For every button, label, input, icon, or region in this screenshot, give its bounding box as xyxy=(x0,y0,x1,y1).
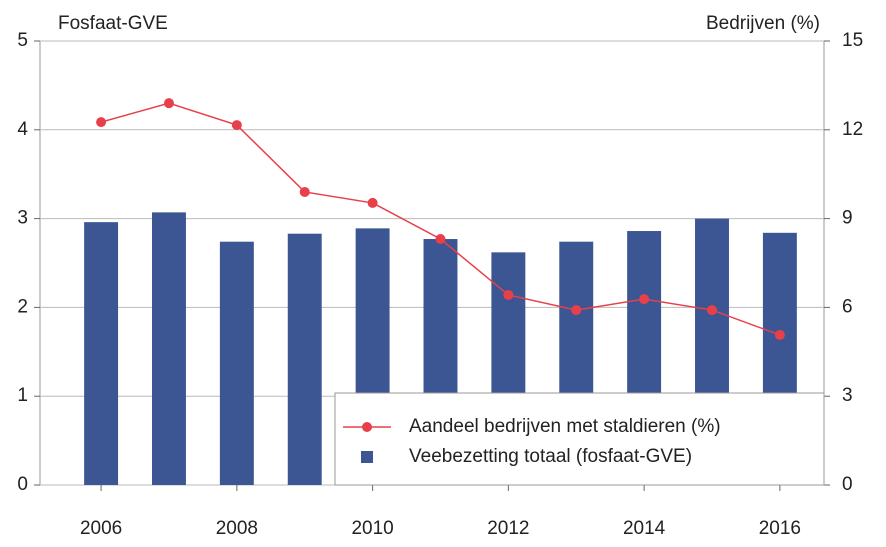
y2-tick-label: 12 xyxy=(842,119,863,140)
bar xyxy=(219,241,254,485)
line-marker xyxy=(774,329,785,340)
y-tick-label: 1 xyxy=(17,385,28,406)
legend-box xyxy=(334,392,825,486)
line-marker xyxy=(435,234,446,245)
y2-tick-label: 3 xyxy=(842,385,853,406)
line-marker xyxy=(571,305,582,316)
x-tick-label: 2008 xyxy=(216,518,258,539)
line-marker xyxy=(707,305,717,316)
y2-tick-label: 6 xyxy=(842,296,853,317)
y-tick-label: 5 xyxy=(17,30,28,51)
y-axis-label: Fosfaat-GVE xyxy=(58,13,168,34)
bar xyxy=(84,222,119,486)
legend-swatch xyxy=(361,451,373,463)
y-tick-label: 0 xyxy=(17,474,28,495)
line-marker xyxy=(367,197,378,208)
line-marker xyxy=(299,186,310,197)
x-tick-label: 2010 xyxy=(351,518,393,539)
line-marker xyxy=(96,117,107,128)
line-marker xyxy=(231,120,242,131)
y-tick-label: 3 xyxy=(17,208,28,229)
y-tick-label: 4 xyxy=(17,119,28,140)
x-tick-label: 2016 xyxy=(759,518,801,539)
bar xyxy=(287,233,322,485)
bar xyxy=(152,212,186,485)
y-tick-label: 2 xyxy=(17,296,28,317)
x-tick-label: 2006 xyxy=(80,518,122,539)
y2-axis-label: Bedrijven (%) xyxy=(706,13,820,34)
legend-marker xyxy=(362,422,372,432)
x-tick-label: 2014 xyxy=(623,518,666,539)
line-marker xyxy=(503,289,514,300)
legend-label: Veebezetting totaal (fosfaat-GVE) xyxy=(409,446,692,467)
y2-tick-label: 9 xyxy=(842,208,853,229)
line-marker xyxy=(639,294,650,305)
x-tick-label: 2012 xyxy=(487,518,529,539)
y2-tick-label: 0 xyxy=(842,474,853,495)
line-marker xyxy=(163,98,174,109)
legend-label: Aandeel bedrijven met staldieren (%) xyxy=(409,416,721,437)
y2-tick-label: 15 xyxy=(842,30,863,51)
